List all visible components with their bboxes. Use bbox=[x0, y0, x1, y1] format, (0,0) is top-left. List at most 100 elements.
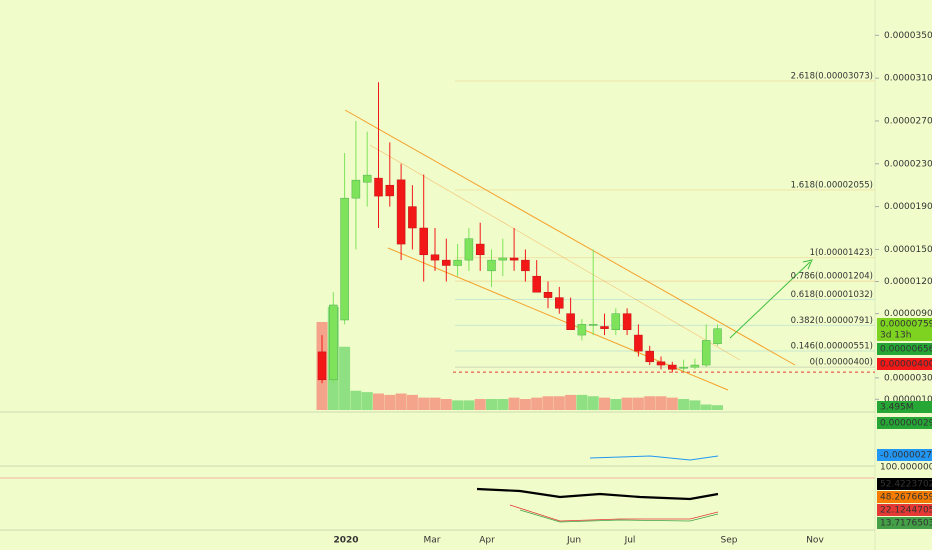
y-tick-label: 0.00000100 bbox=[884, 395, 932, 405]
candle-body bbox=[622, 313, 632, 330]
price-tag bbox=[877, 504, 932, 516]
price-tag bbox=[877, 517, 932, 529]
fib-label: 0.382(0.00000791) bbox=[791, 316, 873, 326]
candle-body bbox=[396, 179, 406, 245]
price-tag-label: 13.71765031 bbox=[880, 519, 932, 529]
volume-bar bbox=[395, 393, 407, 410]
x-tick-label: Jul bbox=[624, 536, 636, 546]
x-tick-label: Sep bbox=[721, 536, 738, 546]
price-tag bbox=[877, 318, 932, 330]
candle-body bbox=[340, 197, 349, 321]
candle-body bbox=[509, 257, 519, 261]
volume-bar bbox=[678, 399, 690, 410]
volume-bar bbox=[553, 396, 565, 410]
candle-body bbox=[408, 206, 417, 229]
volume-bar bbox=[339, 346, 351, 410]
candle-body bbox=[430, 254, 440, 261]
volume-bar bbox=[632, 397, 644, 410]
channel-line bbox=[344, 109, 796, 366]
candle-body bbox=[713, 328, 722, 344]
volume-bar bbox=[712, 405, 723, 410]
volume-bar bbox=[429, 397, 441, 410]
candle-body bbox=[442, 259, 451, 266]
candle-body bbox=[566, 313, 575, 330]
volume-bar bbox=[474, 399, 486, 410]
candle-body bbox=[634, 334, 643, 352]
candle-body bbox=[464, 238, 474, 261]
candle-body bbox=[521, 259, 530, 272]
volume-bar bbox=[576, 394, 588, 410]
price-tag-label: 0.00000029 bbox=[880, 419, 932, 429]
price-tag-label: 48.26766599 bbox=[880, 493, 932, 503]
volume-bar bbox=[486, 399, 497, 410]
candle-body bbox=[475, 243, 485, 256]
candle-body bbox=[385, 184, 395, 197]
fib-label: 2.618(0.00003073) bbox=[791, 72, 873, 82]
indicator-line bbox=[476, 487, 719, 501]
candle-body bbox=[645, 350, 654, 363]
channel-mid bbox=[369, 144, 741, 361]
x-tick-label: Mar bbox=[424, 536, 441, 546]
fib-label: 0.618(0.00001032) bbox=[791, 290, 873, 300]
fib-label: 1.618(0.00002055) bbox=[791, 181, 873, 191]
volume-bar bbox=[418, 397, 430, 410]
volume-bar bbox=[587, 396, 599, 410]
x-tick-label: 2020 bbox=[333, 536, 358, 546]
price-tag bbox=[877, 478, 932, 490]
price-tag-label: -0.00000272 bbox=[880, 451, 932, 461]
price-tag bbox=[877, 343, 932, 355]
candle-body bbox=[498, 257, 508, 261]
candle-body bbox=[577, 324, 587, 336]
volume-bar bbox=[440, 399, 452, 410]
volume-bar bbox=[689, 400, 701, 410]
volume-bar bbox=[655, 396, 667, 410]
candle-body bbox=[668, 364, 677, 370]
volume-bar bbox=[497, 399, 509, 410]
price-tag-label: 0.00000400 bbox=[880, 360, 932, 370]
stoch-line bbox=[519, 509, 719, 523]
volume-bar bbox=[361, 392, 373, 410]
x-tick-label: Nov bbox=[806, 536, 824, 546]
candle-body bbox=[532, 275, 541, 293]
volume-bar bbox=[406, 394, 418, 410]
fib-label: 0.786(0.00001204) bbox=[791, 272, 873, 282]
candle-body bbox=[679, 366, 688, 369]
fib-label: 1(0.00001423) bbox=[810, 248, 873, 258]
price-tag-label: 0.00000656 bbox=[880, 345, 932, 355]
price-tag-label: 100.00000000 bbox=[880, 463, 932, 473]
candle-body bbox=[453, 259, 462, 266]
price-tag bbox=[877, 401, 932, 413]
volume-bar bbox=[350, 390, 362, 410]
volume-bar bbox=[463, 400, 475, 410]
candle-body bbox=[374, 177, 383, 197]
macd-line bbox=[589, 455, 719, 461]
candle-body bbox=[656, 361, 666, 366]
volume-bar bbox=[452, 400, 464, 410]
candle-body bbox=[701, 340, 711, 366]
price-tag-label: 3.495M bbox=[880, 403, 914, 413]
volume-bar bbox=[565, 394, 577, 410]
x-tick-label: Jun bbox=[566, 536, 581, 546]
candle-body bbox=[543, 291, 553, 298]
price-tag bbox=[877, 491, 932, 503]
candle-body bbox=[419, 227, 428, 256]
price-tag bbox=[877, 358, 932, 370]
volume-bar bbox=[599, 397, 610, 410]
price-tag-label: 0.00000759 bbox=[880, 320, 932, 330]
candle-body bbox=[317, 351, 327, 381]
candle-body bbox=[362, 174, 372, 183]
candle-body bbox=[611, 313, 621, 330]
price-tag bbox=[877, 449, 932, 461]
candle-body bbox=[555, 297, 564, 309]
volume-bar bbox=[666, 397, 678, 410]
candle-body bbox=[487, 259, 496, 272]
candle-body bbox=[690, 364, 700, 368]
